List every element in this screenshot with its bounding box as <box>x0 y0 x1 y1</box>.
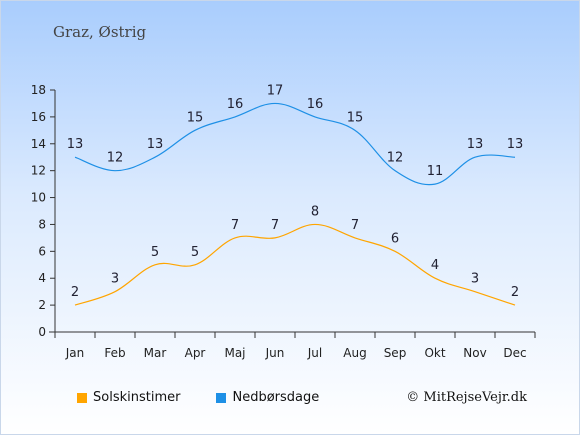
x-tick-label: Jun <box>265 346 285 360</box>
legend-label-rain: Nedbørsdage <box>232 390 320 405</box>
data-label: 3 <box>471 272 479 287</box>
y-tick-label: 18 <box>31 83 46 97</box>
legend: Solskinstimer Nedbørsdage <box>77 390 355 405</box>
y-tick-label: 16 <box>31 110 46 124</box>
data-label: 15 <box>347 110 364 125</box>
data-label: 11 <box>427 164 444 179</box>
series-lines <box>74 102 516 306</box>
axes: 0 2 4 6 8 10 12 14 16 18 Jan Feb Mar Apr Maj Jun Jul Aug S… <box>31 83 536 360</box>
y-tick-label: 0 <box>38 325 46 339</box>
x-tick-label: Aug <box>343 346 366 360</box>
x-tick-label: Mar <box>144 346 167 360</box>
data-label: 4 <box>431 258 439 273</box>
legend-item-sunshine: Solskinstimer <box>77 390 180 405</box>
y-tick-label: 4 <box>38 271 46 285</box>
data-label: 13 <box>67 137 84 152</box>
data-label: 13 <box>147 137 164 152</box>
x-tick-label: Jul <box>307 346 322 360</box>
legend-item-rain: Nedbørsdage <box>216 390 319 405</box>
legend-swatch-sunshine <box>77 392 87 403</box>
series-line-sunshine <box>74 223 516 306</box>
data-label: 8 <box>311 204 319 219</box>
y-tick-label: 2 <box>38 298 46 312</box>
credit-link[interactable]: © MitRejseVejr.dk <box>406 390 527 405</box>
y-tick-label: 12 <box>31 164 46 178</box>
data-label: 16 <box>227 97 244 112</box>
data-label: 6 <box>391 231 399 246</box>
data-label: 7 <box>351 218 359 233</box>
y-tick-label: 10 <box>31 191 46 205</box>
x-tick-label: Feb <box>104 346 125 360</box>
data-label: 13 <box>507 137 524 152</box>
data-label: 5 <box>191 245 199 260</box>
y-tick-label: 8 <box>38 217 46 231</box>
x-tick-label: Sep <box>384 346 407 360</box>
data-label: 3 <box>111 272 119 287</box>
data-label: 7 <box>271 218 279 233</box>
x-tick-label: Apr <box>185 346 206 360</box>
data-label: 15 <box>187 110 204 125</box>
x-tick-label: Nov <box>463 346 486 360</box>
series-line-rain <box>74 102 516 186</box>
data-label: 2 <box>71 285 79 300</box>
legend-swatch-rain <box>216 392 227 403</box>
x-tick-label: Dec <box>503 346 526 360</box>
y-tick-label: 14 <box>31 137 46 151</box>
line-chart: 0 2 4 6 8 10 12 14 16 18 Jan Feb Mar Apr Maj Jun Jul Aug S… <box>31 83 536 360</box>
data-label: 17 <box>267 83 284 98</box>
data-label: 12 <box>107 151 124 166</box>
data-label: 12 <box>387 151 404 166</box>
chart-title: Graz, Østrig <box>53 23 147 41</box>
x-tick-label: Jan <box>65 346 85 360</box>
data-label: 5 <box>151 245 159 260</box>
data-label: 7 <box>231 218 239 233</box>
legend-label-sunshine: Solskinstimer <box>93 390 181 405</box>
x-tick-label: Maj <box>224 346 245 360</box>
data-label: 13 <box>467 137 484 152</box>
y-tick-label: 6 <box>38 244 46 258</box>
data-labels: 2 3 5 5 7 7 8 7 6 4 3 2 13 12 13 15 16 17 16 15 12 11 13 13 <box>67 83 524 300</box>
data-label: 2 <box>511 285 519 300</box>
x-tick-label: Okt <box>424 346 445 360</box>
data-label: 16 <box>307 97 324 112</box>
